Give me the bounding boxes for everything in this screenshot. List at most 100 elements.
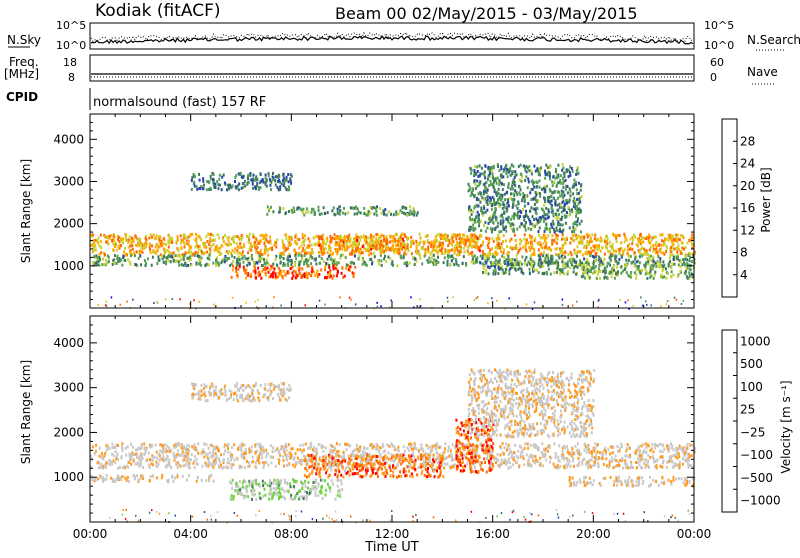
scatter-cell [676,299,678,301]
echo-cell [649,456,651,459]
echo-cell [446,250,448,253]
echo-cell [196,458,198,461]
echo-cell [235,235,237,238]
scatter-cell [651,304,653,306]
echo-cell [594,461,596,464]
echo-cell [651,239,653,242]
echo-cell [218,264,220,267]
echo-cell [395,213,397,216]
echo-cell [106,262,108,265]
freq-unit-label: [MHz] [4,67,39,81]
echo-cell [462,262,464,265]
echo-cell [170,255,172,258]
echo-cell [581,268,583,271]
echo-cell [415,240,417,243]
echo-cell [150,233,152,236]
echo-cell [257,246,259,249]
echo-cell [388,210,390,213]
echo-cell [373,244,375,247]
echo-cell [575,265,577,268]
echo-cell [525,165,527,168]
echo-cell [393,213,395,216]
echo-cell [625,259,627,262]
echo-cell [374,255,376,258]
echo-cell [491,170,493,173]
echo-cell [217,233,219,236]
echo-cell [303,244,305,247]
echo-cell [248,241,250,244]
echo-cell [282,242,284,245]
echo-cell [268,241,270,244]
echo-cell [311,244,313,247]
echo-cell [556,247,558,250]
echo-cell [504,262,506,265]
echo-cell [552,220,554,223]
echo-cell [663,265,665,268]
echo-cell [262,179,264,182]
echo-cell [216,261,218,264]
echo-cell [197,463,199,466]
echo-cell [556,271,558,274]
echo-cell [618,258,620,261]
echo-cell [480,192,482,195]
echo-cell [362,258,364,261]
echo-cell [131,237,133,240]
echo-cell [649,249,651,252]
echo-cell [209,254,211,257]
echo-cell [514,444,516,447]
echo-cell [687,457,689,460]
echo-cell [679,467,681,470]
echo-cell [499,445,501,448]
echo-cell [352,207,354,210]
echo-cell [472,239,474,242]
echo-cell [296,207,298,210]
echo-cell [500,203,502,206]
echo-cell [688,466,690,469]
echo-cell [151,244,153,247]
echo-cell [298,461,300,464]
echo-cell [274,179,276,182]
echo-cell [616,234,618,237]
scatter-cell [598,300,600,302]
echo-cell [469,241,471,244]
echo-cell [481,196,483,199]
echo-cell [162,243,164,246]
echo-cell [643,462,645,465]
echo-cell [539,265,541,268]
echo-cell [447,261,449,264]
echo-cell [634,265,636,268]
scatter-cell [683,300,685,302]
echo-cell [677,256,679,259]
echo-cell [530,236,532,239]
echo-cell [690,464,692,467]
echo-cell [601,246,603,249]
echo-cell [488,257,490,260]
echo-cell [512,192,514,195]
echo-cell [424,255,426,258]
echo-cell [437,261,439,264]
echo-cell [492,237,494,240]
echo-cell [580,230,582,233]
echo-cell [377,260,379,263]
echo-cell [425,250,427,253]
echo-cell [623,233,625,236]
echo-cell [269,178,271,181]
echo-cell [339,247,341,250]
echo-cell [593,245,595,248]
echo-cell [573,230,575,233]
scatter-cell [157,302,159,304]
echo-cell [105,241,107,244]
echo-cell [100,463,102,466]
echo-cell [533,218,535,221]
echo-cell [102,258,104,261]
echo-cell [138,243,140,246]
echo-cell [580,189,582,192]
echo-cell [119,466,121,469]
echo-cell [345,242,347,245]
echo-cell [666,245,668,248]
echo-cell [533,268,535,271]
echo-cell [206,180,208,183]
echo-cell [337,243,339,246]
echo-cell [604,253,606,256]
